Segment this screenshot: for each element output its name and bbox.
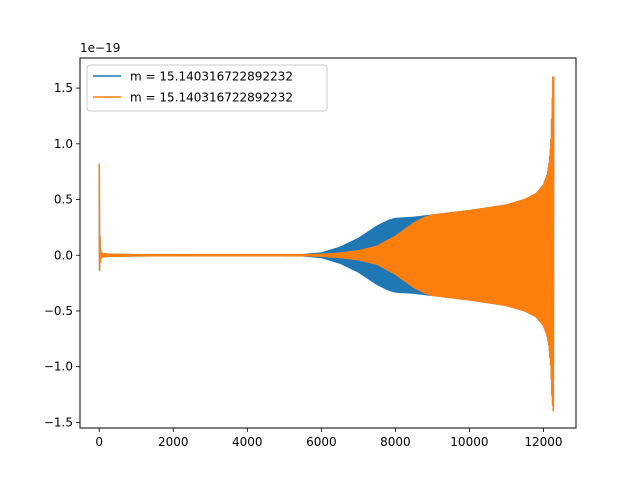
legend: m = 15.140316722892232 m = 15.14031672289… [86, 64, 328, 112]
axes-frame [79, 57, 577, 429]
y-tick-label: −0.5 [44, 304, 73, 318]
y-tick-label: −1.5 [44, 415, 73, 429]
y-tick-label: 0.5 [54, 193, 73, 207]
y-tick-label: 0.0 [54, 248, 73, 262]
series-layer [98, 76, 555, 412]
plot-area [79, 57, 577, 429]
y-tick-label: 1.0 [54, 137, 73, 151]
legend-items: m = 15.140316722892232 m = 15.14031672289… [93, 70, 293, 105]
legend-frame [86, 64, 328, 112]
x-tick-label: 12000 [524, 435, 562, 449]
x-axis: 0 2000 4000 6000 8000 10000 12000 [95, 428, 563, 449]
x-tick-label: 4000 [232, 435, 263, 449]
x-tick-label: 10000 [450, 435, 488, 449]
y-tick-label: 1.5 [54, 81, 73, 95]
y-axis: −1.5 −1.0 −0.5 0.0 0.5 1.0 1.5 [44, 81, 80, 429]
legend-label-1: m = 15.140316722892232 [130, 70, 293, 84]
x-tick-label: 2000 [158, 435, 189, 449]
y-tick-label: −1.0 [44, 360, 73, 374]
x-tick-label: 8000 [380, 435, 411, 449]
series-line-2 [98, 76, 555, 412]
x-tick-label: 0 [95, 435, 103, 449]
y-offset-text: 1e−19 [80, 41, 120, 55]
x-tick-label: 6000 [306, 435, 337, 449]
legend-label-2: m = 15.140316722892232 [130, 91, 293, 105]
